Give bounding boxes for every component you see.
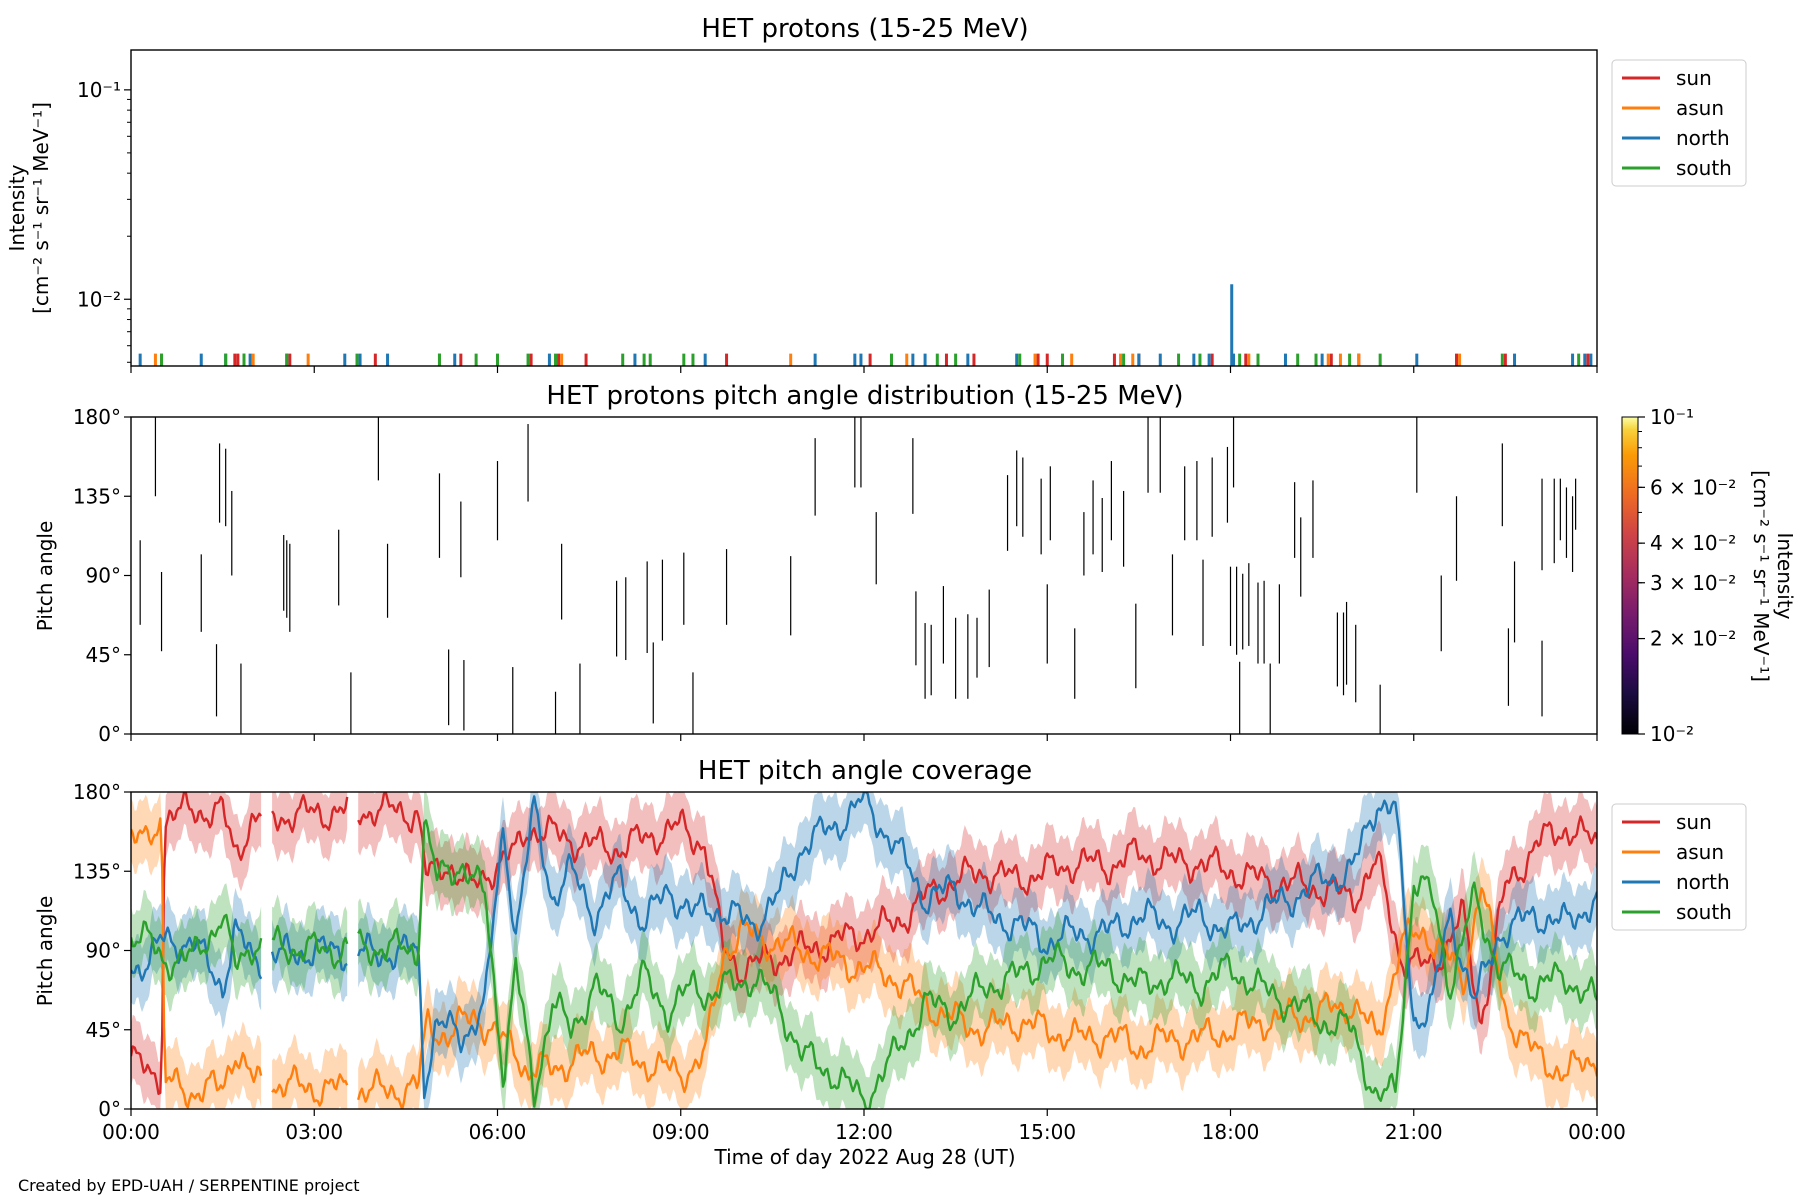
coverage-line-sun <box>131 792 263 1096</box>
coverage-legend: sun asun north south <box>1611 803 1747 931</box>
intensity-legend: sun asun north south <box>1611 59 1747 187</box>
legend-frame <box>1611 59 1747 187</box>
pad-x-axis <box>130 734 1598 741</box>
colorbar-label-title: Intensity <box>1773 532 1797 619</box>
coverage-x-tick-label: 21:00 <box>1385 1120 1443 1144</box>
coverage-y-tick-label: 0° <box>98 1097 121 1121</box>
coverage-y-tick-label: 45° <box>86 1018 121 1042</box>
pad-y-tick-label: 45° <box>86 643 121 667</box>
coverage-y-axis: 0° 45° 90° 135° 180° <box>73 780 131 1121</box>
pad-y-tick-label: 180° <box>73 405 121 429</box>
coverage-band-sun <box>272 792 348 864</box>
coverage-x-tick-label: 00:00 <box>1568 1120 1626 1144</box>
coverage-y-tick-label: 135° <box>73 859 121 883</box>
legend-label-sun: sun <box>1676 66 1712 90</box>
coverage-panel: HET pitch angle coverage 0° 45° 90° 135° 180… <box>33 756 1747 1169</box>
pad-segments <box>139 417 1577 734</box>
legend-label-asun: asun <box>1676 96 1724 120</box>
pad-panel-title: HET protons pitch angle distribution (15… <box>546 381 1183 411</box>
credit-text: Created by EPD-UAH / SERPENTINE project <box>18 1176 360 1195</box>
pad-y-tick-label: 135° <box>73 484 121 508</box>
legend-frame <box>1611 803 1747 931</box>
coverage-ylabel: Pitch angle <box>33 896 57 1007</box>
coverage-lines <box>131 792 1597 1109</box>
intensity-y-axis-label: Intensity [cm⁻² s⁻¹ sr⁻¹ MeV⁻¹] <box>5 102 53 314</box>
legend-label-north: north <box>1676 870 1730 894</box>
coverage-line-north <box>357 792 1597 1100</box>
legend-label-south: south <box>1676 900 1732 924</box>
coverage-line-south <box>271 924 349 970</box>
intensity-ylabel-units: [cm⁻² s⁻¹ sr⁻¹ MeV⁻¹] <box>29 102 53 314</box>
coverage-line-south <box>131 913 263 982</box>
coverage-band-sun <box>131 792 262 1109</box>
legend-label-asun: asun <box>1676 840 1724 864</box>
coverage-band-north <box>272 902 348 1002</box>
intensity-ylabel: Intensity <box>5 164 29 251</box>
pad-y-tick-label: 0° <box>98 722 121 746</box>
coverage-line-asun <box>357 887 1597 1109</box>
coverage-panel-title: HET pitch angle coverage <box>698 756 1032 786</box>
colorbar-tick-label: 3 × 10⁻² <box>1650 571 1736 595</box>
intensity-x-axis <box>130 366 1598 373</box>
coverage-band-asun <box>131 792 262 1109</box>
coverage-y-tick-label: 90° <box>86 939 121 963</box>
coverage-line-sun <box>357 792 1597 1025</box>
colorbar-ticks: 10⁻¹ 6 × 10⁻² 4 × 10⁻² 3 × 10⁻² 2 × 10⁻² 10⁻² <box>1638 405 1736 746</box>
coverage-band-asun <box>272 1033 348 1109</box>
coverage-band-sun <box>358 792 1597 1055</box>
coverage-line-south <box>357 819 1597 1109</box>
colorbar-label-units: [cm⁻² s⁻¹ sr⁻¹ MeV⁻¹] <box>1749 470 1773 682</box>
coverage-x-tick-label: 12:00 <box>835 1120 893 1144</box>
colorbar-tick-label: 10⁻² <box>1650 722 1694 746</box>
coverage-x-tick-label: 00:00 <box>102 1120 160 1144</box>
pad-y-axis-label: Pitch angle <box>33 521 57 632</box>
colorbar-tick-label: 4 × 10⁻² <box>1650 531 1736 555</box>
coverage-band-north <box>358 792 1597 1109</box>
intensity-panel-title: HET protons (15-25 MeV) <box>701 14 1028 44</box>
coverage-y-axis-label: Pitch angle <box>33 896 57 1007</box>
coverage-line-north <box>270 932 348 972</box>
coverage-x-tick-label: 06:00 <box>469 1120 527 1144</box>
pad-y-axis: 0° 45° 90° 135° 180° <box>73 405 131 746</box>
coverage-x-tick-label: 15:00 <box>1018 1120 1076 1144</box>
intensity-panel: HET protons (15-25 MeV) 10⁻¹ 10⁻² Intensi… <box>5 14 1747 373</box>
colorbar <box>1621 416 1639 735</box>
pad-y-tick-label: 90° <box>86 564 121 588</box>
colorbar-label: Intensity [cm⁻² s⁻¹ sr⁻¹ MeV⁻¹] <box>1749 470 1797 682</box>
legend-label-south: south <box>1676 156 1732 180</box>
coverage-y-tick-label: 180° <box>73 780 121 804</box>
pad-ylabel: Pitch angle <box>33 521 57 632</box>
coverage-x-tick-label: 03:00 <box>285 1120 343 1144</box>
colorbar-tick-label: 2 × 10⁻² <box>1650 627 1736 651</box>
coverage-line-sun <box>271 794 349 834</box>
coverage-x-tick-label: 18:00 <box>1202 1120 1260 1144</box>
legend-label-north: north <box>1676 126 1730 150</box>
colorbar-tick-label: 6 × 10⁻² <box>1650 475 1736 499</box>
coverage-line-asun <box>131 817 263 1109</box>
intensity-y-tick-label: 10⁻² <box>77 287 121 311</box>
colorbar-tick-label: 10⁻¹ <box>1650 405 1694 429</box>
legend-label-sun: sun <box>1676 810 1712 834</box>
coverage-xlabel: Time of day 2022 Aug 28 (UT) <box>713 1145 1015 1169</box>
coverage-x-axis: 00:00 03:00 06:00 09:00 12:00 15:00 18:00 21:00… <box>102 1109 1626 1144</box>
pad-panel: HET protons pitch angle distribution (15… <box>33 381 1797 746</box>
coverage-band-south <box>272 894 348 1000</box>
coverage-x-tick-label: 09:00 <box>652 1120 710 1144</box>
coverage-line-asun <box>271 1064 349 1107</box>
intensity-y-axis: 10⁻¹ 10⁻² <box>77 78 131 363</box>
coverage-band-asun <box>358 856 1597 1109</box>
intensity-y-tick-label: 10⁻¹ <box>77 78 121 102</box>
